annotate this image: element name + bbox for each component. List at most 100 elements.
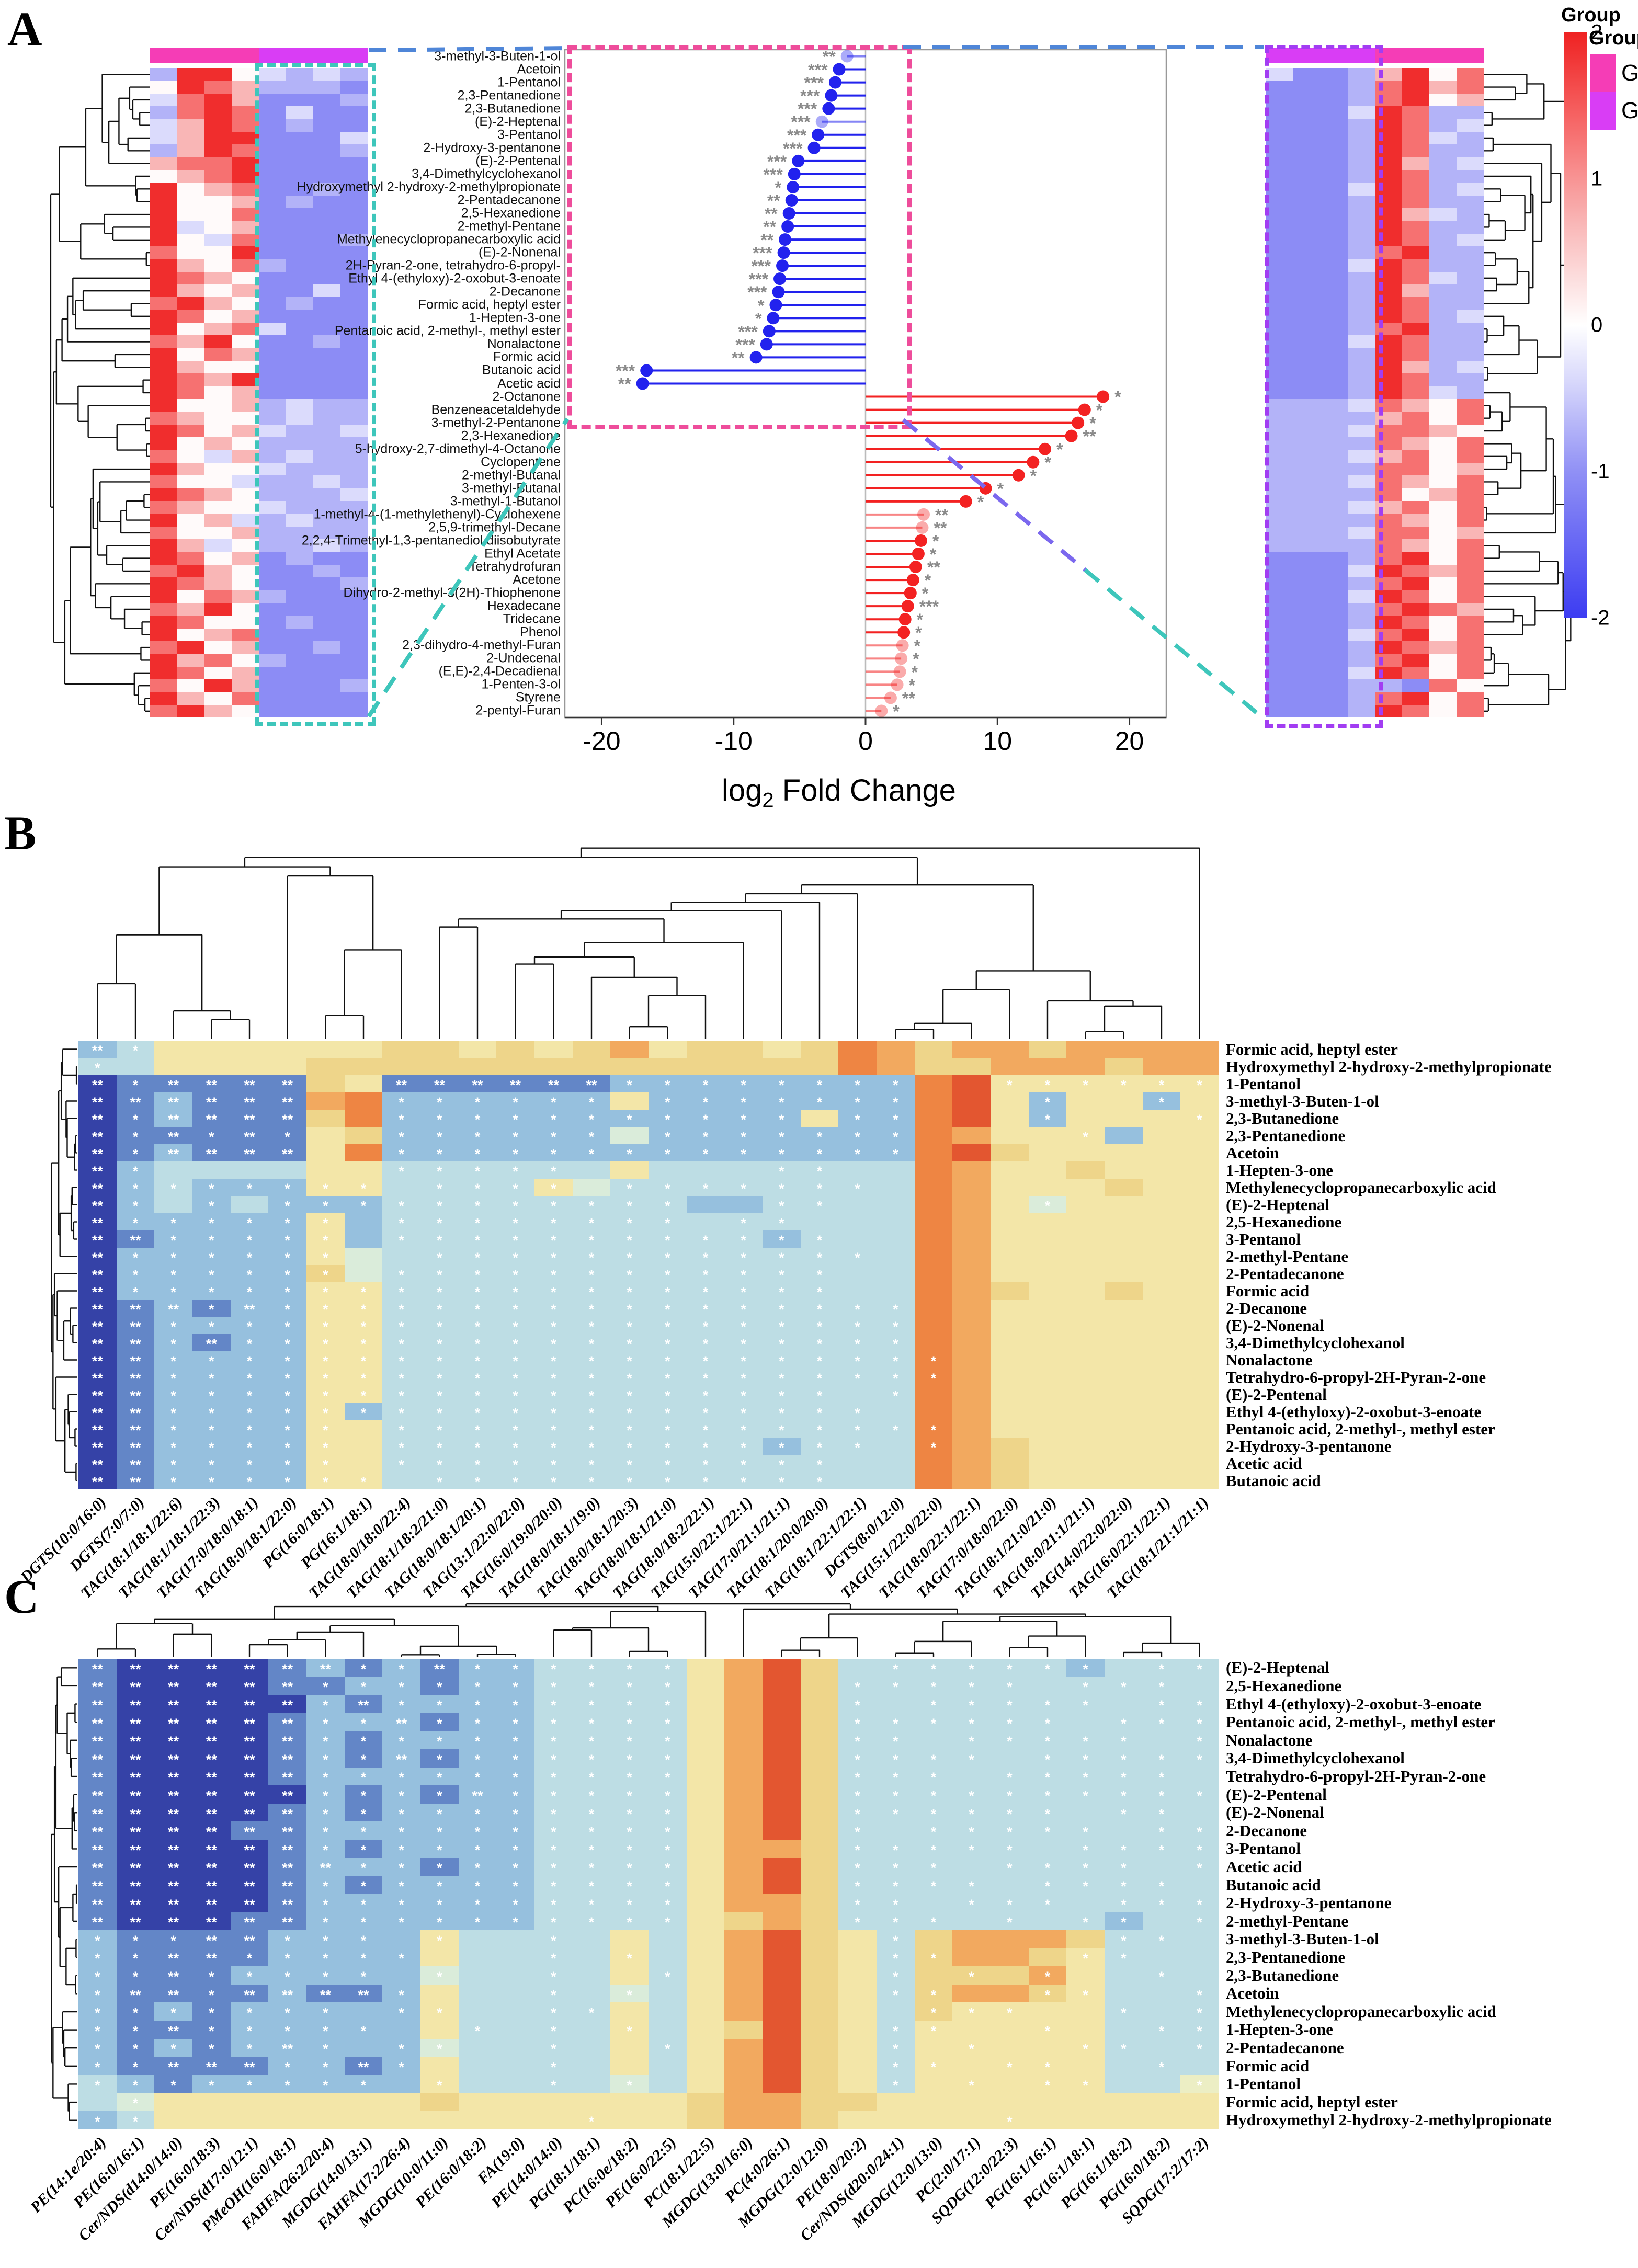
heatmap-cell: * <box>458 1821 497 1840</box>
heatmap-cell: * <box>534 2021 573 2039</box>
heatmap-cell <box>420 2021 459 2039</box>
heatmap-cell <box>991 1334 1029 1351</box>
heatmap-cell <box>232 195 259 208</box>
heatmap-cell: * <box>1028 1821 1067 1840</box>
heatmap-cell <box>991 2021 1029 2039</box>
heatmap-cell <box>1180 1282 1219 1300</box>
heatmap-cell: ** <box>78 1317 117 1334</box>
heatmap-cell <box>991 1403 1029 1420</box>
heatmap-cell: * <box>572 1196 611 1213</box>
heatmap-cell <box>458 2111 497 2129</box>
heatmap-cell <box>686 1966 725 1985</box>
heatmap-cell: * <box>877 2021 915 2039</box>
heatmap-cell: * <box>534 2057 573 2075</box>
heatmap-cell <box>1180 1876 1219 1894</box>
heatmap-cell <box>649 2002 687 2021</box>
heatmap-cell: * <box>268 2075 306 2093</box>
heatmap-cell <box>800 2093 839 2111</box>
heatmap-cell: * <box>686 1282 725 1300</box>
heatmap-cell <box>1142 1984 1181 2003</box>
heatmap-cell: * <box>914 1821 953 1840</box>
heatmap-cell: ** <box>230 1930 269 1948</box>
heatmap-cell: * <box>610 1369 649 1386</box>
row-label: Formic acid, heptyl ester <box>1226 2093 1398 2112</box>
heatmap-cell <box>1028 1840 1067 1858</box>
heatmap-cell <box>991 2093 1029 2111</box>
heatmap-cell: * <box>838 1092 877 1110</box>
heatmap-cell: * <box>116 1144 155 1161</box>
heatmap-cell: * <box>420 2075 459 2093</box>
heatmap-cell <box>800 1213 839 1230</box>
heatmap-cell <box>458 1948 497 1967</box>
heatmap-cell: * <box>230 1351 269 1369</box>
heatmap-cell: * <box>572 1749 611 1768</box>
heatmap-cell: * <box>763 1161 801 1179</box>
heatmap-cell: ** <box>78 1677 117 1695</box>
heatmap-cell <box>1180 1420 1219 1438</box>
heatmap-cell: * <box>192 1472 231 1489</box>
heatmap-cell: * <box>496 1403 534 1420</box>
heatmap-cell: * <box>1066 1821 1105 1840</box>
heatmap-cell: * <box>534 1840 573 1858</box>
heatmap-cell: * <box>649 1840 687 1858</box>
heatmap-cell <box>800 1876 839 1894</box>
heatmap-cell: ** <box>230 1092 269 1110</box>
heatmap-cell: * <box>877 1749 915 1768</box>
heatmap-cell <box>458 1058 497 1075</box>
heatmap-cell: * <box>306 1265 345 1282</box>
heatmap-cell: * <box>230 1248 269 1265</box>
heatmap-cell <box>496 1984 534 2003</box>
heatmap-cell <box>340 183 368 196</box>
heatmap-cell: * <box>1028 1110 1067 1127</box>
heatmap-cell <box>991 2075 1029 2093</box>
heatmap-cell: * <box>1105 1731 1143 1749</box>
heatmap-cell: * <box>649 1713 687 1731</box>
heatmap-cell <box>1066 1317 1105 1334</box>
heatmap-cell: ** <box>78 1420 117 1438</box>
heatmap-cell: ** <box>458 1075 497 1092</box>
heatmap-cell: ** <box>154 1821 192 1840</box>
heatmap-cell: * <box>192 1438 231 1455</box>
heatmap-cell: * <box>914 1912 953 1930</box>
heatmap-cell: * <box>877 1420 915 1438</box>
heatmap-cell <box>1028 1369 1067 1386</box>
heatmap-cell <box>259 131 286 145</box>
heatmap-cell: * <box>534 1334 573 1351</box>
heatmap-cell: * <box>686 1092 725 1110</box>
heatmap-cell <box>150 144 177 157</box>
heatmap-cell: * <box>344 1351 383 1369</box>
heatmap-cell: * <box>534 1785 573 1804</box>
heatmap-cell <box>306 2093 345 2111</box>
heatmap-cell <box>1066 2057 1105 2075</box>
heatmap-cell: ** <box>192 1075 231 1092</box>
heatmap-cell: * <box>914 2002 953 2021</box>
heatmap-cell <box>150 208 177 221</box>
heatmap-cell: * <box>420 1438 459 1455</box>
heatmap-cell <box>763 2038 801 2057</box>
colorbar-tick-label: 0 <box>1591 314 1602 337</box>
heatmap-cell: * <box>952 1677 991 1695</box>
heatmap-cell: * <box>116 2002 155 2021</box>
heatmap-cell: * <box>610 1731 649 1749</box>
heatmap-cell <box>1028 2093 1067 2111</box>
heatmap-cell: * <box>991 1659 1029 1677</box>
heatmap-cell: * <box>382 2002 420 2021</box>
heatmap-cell <box>952 2057 991 2075</box>
heatmap-cell: * <box>649 1386 687 1403</box>
heatmap-cell: * <box>306 2075 345 2093</box>
heatmap-cell <box>177 93 204 107</box>
heatmap-cell <box>800 1695 839 1713</box>
heatmap-cell: * <box>230 1455 269 1472</box>
heatmap-cell: * <box>420 1894 459 1912</box>
heatmap-cell: ** <box>154 1127 192 1144</box>
heatmap-cell: * <box>877 1876 915 1894</box>
heatmap-cell: * <box>344 1966 383 1985</box>
heatmap-cell: * <box>382 1334 420 1351</box>
heatmap-cell <box>763 1058 801 1075</box>
heatmap-cell: * <box>496 1265 534 1282</box>
heatmap-cell: ** <box>192 1840 231 1858</box>
heatmap-cell: * <box>572 1110 611 1127</box>
heatmap-cell: * <box>192 1317 231 1334</box>
heatmap-cell <box>1066 1966 1105 1985</box>
heatmap-cell: * <box>268 2057 306 2075</box>
